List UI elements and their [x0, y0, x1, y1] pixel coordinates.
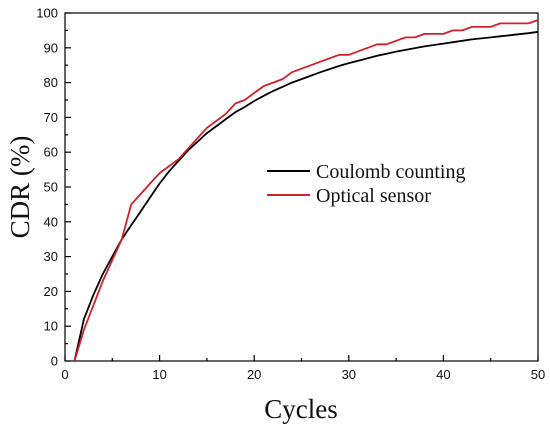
y-tick-label-0: 0: [51, 354, 58, 369]
y-tick-label-10: 10: [44, 319, 58, 334]
y-tick-label-30: 30: [44, 249, 58, 264]
x-tick-label-20: 20: [247, 367, 261, 382]
series-line-optical-sensor: [73, 19, 539, 362]
x-tick-label-0: 0: [61, 367, 68, 382]
series-lines: [73, 19, 539, 362]
axis-ticks: [64, 12, 539, 362]
y-axis-title: CDR (%): [5, 136, 35, 239]
y-tick-label-80: 80: [44, 75, 58, 90]
series-line-coulomb-counting: [73, 30, 539, 362]
y-tick-label-50: 50: [44, 180, 58, 195]
legend-label-coulomb-counting: Coulomb counting: [316, 161, 465, 183]
y-tick-label-40: 40: [44, 214, 58, 229]
x-tick-label-30: 30: [342, 367, 356, 382]
y-tick-label-20: 20: [44, 284, 58, 299]
axis-tick-labels: 0 10 20 30 40 50 0 10 20 30 40 50 60 70 80 90 100: [36, 6, 545, 383]
y-tick-label-60: 60: [44, 145, 58, 160]
legend: Coulomb counting Optical sensor: [267, 161, 465, 207]
x-tick-label-40: 40: [436, 367, 450, 382]
x-tick-label-10: 10: [152, 367, 166, 382]
plot-frame: [64, 12, 539, 362]
y-tick-label-90: 90: [44, 40, 58, 55]
x-tick-label-50: 50: [531, 367, 545, 382]
legend-label-optical-sensor: Optical sensor: [316, 185, 431, 207]
y-tick-label-70: 70: [44, 110, 58, 125]
y-tick-label-100: 100: [36, 6, 58, 21]
x-axis-title: Cycles: [264, 394, 338, 424]
